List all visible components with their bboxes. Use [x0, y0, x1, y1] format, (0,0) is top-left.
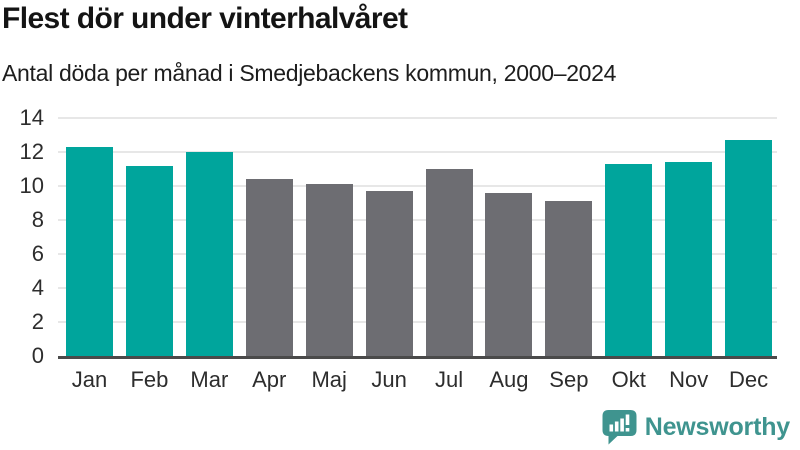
bar-feb — [125, 165, 173, 356]
bar-apr — [245, 179, 293, 356]
x-tick-label-apr: Apr — [252, 367, 287, 392]
x-tick-label-nov: Nov — [669, 367, 709, 392]
x-tick-label-mar: Mar — [190, 367, 229, 392]
bar-maj — [305, 184, 353, 356]
gridline-8 — [58, 219, 777, 221]
x-tick-label-maj: Maj — [311, 367, 347, 392]
x-tick-label-dec: Dec — [729, 367, 769, 392]
x-axis: Jan Feb Mar Apr Maj Jun Jul Aug Sep Okt Nov Dec — [58, 367, 777, 395]
y-tick-label-0: 0 — [31, 343, 44, 368]
bar-aug — [485, 192, 533, 356]
newsworthy-logo: Newsworthy — [601, 409, 790, 445]
y-tick-label-14: 14 — [19, 105, 44, 130]
bar-jun — [365, 191, 413, 356]
y-tick-label-12: 12 — [19, 139, 44, 164]
chart-title: Flest dör under vinterhalvåret — [2, 2, 408, 35]
y-tick-label-6: 6 — [31, 241, 44, 266]
gridline-2 — [58, 321, 777, 323]
x-tick-label-aug: Aug — [489, 367, 529, 392]
bar-sep — [545, 201, 593, 356]
gridline-14 — [58, 117, 777, 119]
bar-mar — [185, 152, 233, 356]
y-tick-label-2: 2 — [31, 309, 44, 334]
bar-jul — [425, 169, 473, 356]
bar-nov — [665, 162, 713, 356]
chart-subtitle: Antal döda per månad i Smedjebackens kom… — [2, 60, 617, 86]
x-axis-line — [58, 356, 777, 359]
y-tick-label-10: 10 — [19, 173, 44, 198]
y-tick-label-8: 8 — [31, 207, 44, 232]
gridline-10 — [58, 185, 777, 187]
bar-chart-speech-bubble-icon — [602, 410, 637, 445]
x-tick-label-okt: Okt — [611, 367, 646, 392]
plot-area — [58, 117, 777, 359]
gridline-6 — [58, 253, 777, 255]
bar-dec — [725, 140, 773, 356]
x-tick-label-jul: Jul — [434, 367, 464, 392]
x-tick-label-jun: Jun — [371, 367, 407, 392]
x-tick-label-sep: Sep — [549, 367, 589, 392]
x-tick-label-jan: Jan — [71, 367, 108, 392]
bar-okt — [605, 163, 653, 356]
bar-jan — [66, 146, 113, 356]
newsworthy-wordmark: Newsworthy — [644, 412, 790, 441]
gridline-12 — [58, 151, 777, 153]
y-tick-label-4: 4 — [31, 275, 44, 300]
y-axis: 0 2 4 6 8 10 12 14 — [0, 106, 46, 368]
x-tick-label-feb: Feb — [130, 367, 169, 392]
gridline-4 — [58, 287, 777, 289]
